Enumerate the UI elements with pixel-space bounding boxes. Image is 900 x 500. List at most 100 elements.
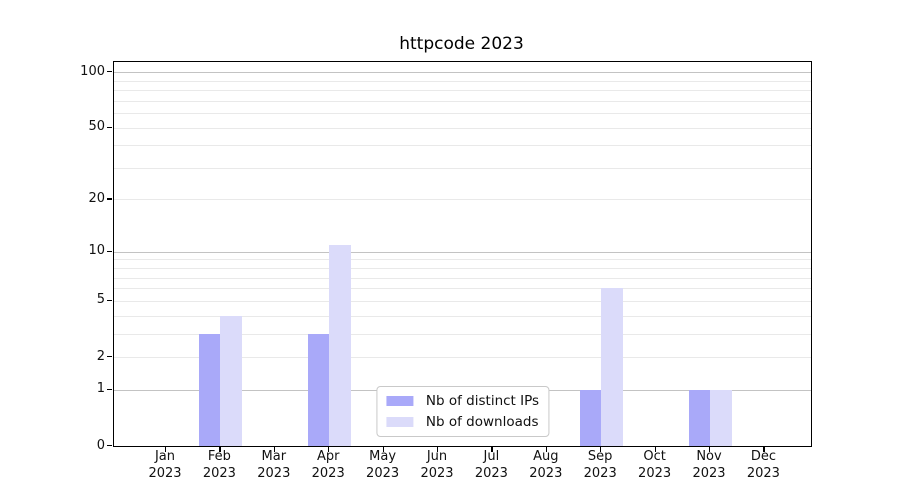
bar-distinct-ips: [688, 389, 710, 446]
x-tick-label: Jan 2023: [130, 449, 200, 482]
x-axis-tick: [654, 447, 656, 452]
x-axis-tick: [382, 447, 384, 452]
x-tick-year: 2023: [311, 465, 345, 481]
x-axis-tick: [491, 447, 493, 452]
x-tick-month: Jun: [426, 449, 448, 464]
major-gridline: [114, 72, 811, 74]
x-tick-label: May 2023: [348, 449, 418, 482]
bar-downloads: [710, 389, 732, 446]
minor-gridline: [114, 90, 811, 92]
y-axis-tick: [107, 356, 112, 358]
y-axis-tick: [107, 250, 112, 253]
x-tick-label: Dec 2023: [728, 449, 798, 482]
y-tick-label: 20: [88, 190, 105, 206]
x-tick-month: Jul: [483, 449, 500, 464]
y-tick-label: 5: [96, 292, 105, 308]
x-tick-label: Apr 2023: [293, 449, 363, 482]
x-tick-year: 2023: [746, 465, 780, 481]
bar-distinct-ips: [307, 333, 330, 446]
y-tick-label: 1: [96, 381, 105, 397]
x-axis-tick: [545, 447, 548, 452]
bar-downloads: [329, 244, 351, 446]
legend-item-downloads: Nb of downloads: [385, 414, 539, 430]
x-tick-label: Oct 2023: [620, 449, 690, 482]
legend-swatch-distinct-ips: [385, 396, 413, 406]
x-tick-month: Nov: [696, 449, 722, 464]
x-tick-month: Dec: [750, 449, 776, 464]
legend-swatch-downloads: [385, 417, 413, 427]
plot-area: Nb of distinct IPs Nb of downloads: [113, 61, 812, 447]
x-tick-label: Aug 2023: [511, 449, 581, 482]
x-tick-year: 2023: [257, 465, 291, 481]
y-axis-tick: [107, 198, 112, 200]
bar-distinct-ips: [198, 333, 221, 446]
legend-label-distinct-ips: Nb of distinct IPs: [425, 393, 540, 409]
y-axis-tick: [107, 445, 112, 447]
y-axis-tick: [107, 126, 112, 128]
bar-downloads: [601, 288, 623, 446]
y-tick-label: 0: [96, 437, 105, 453]
x-tick-year: 2023: [583, 465, 617, 481]
x-tick-month: Aug: [533, 449, 559, 464]
x-tick-year: 2023: [420, 465, 454, 481]
minor-gridline: [114, 268, 811, 270]
minor-gridline: [114, 357, 811, 358]
x-tick-year: 2023: [474, 465, 508, 481]
x-tick-month: Feb: [207, 449, 231, 464]
x-tick-label: Jul 2023: [456, 449, 526, 482]
y-axis-tick: [107, 388, 112, 391]
chart-title: httpcode 2023: [399, 34, 524, 54]
minor-gridline: [114, 100, 811, 102]
x-tick-month: Oct: [643, 449, 666, 464]
legend: Nb of distinct IPs Nb of downloads: [375, 386, 550, 437]
x-tick-year: 2023: [692, 465, 726, 481]
minor-gridline: [114, 315, 811, 317]
major-gridline: [114, 251, 811, 253]
minor-gridline: [114, 113, 811, 114]
x-tick-year: 2023: [148, 465, 182, 481]
x-tick-label: Feb 2023: [184, 449, 254, 482]
x-axis-tick: [709, 447, 711, 452]
x-tick-month: Mar: [261, 449, 287, 464]
x-tick-label: Nov 2023: [674, 449, 744, 482]
y-tick-label: 50: [88, 119, 105, 134]
x-tick-month: May: [369, 449, 397, 464]
minor-gridline: [114, 288, 811, 290]
x-axis-tick: [600, 447, 602, 452]
minor-gridline: [114, 259, 811, 261]
y-tick-label: 100: [80, 63, 105, 79]
legend-item-distinct-ips: Nb of distinct IPs: [385, 393, 540, 409]
x-axis-tick: [437, 447, 439, 452]
y-tick-label: 10: [88, 243, 105, 259]
legend-label-downloads: Nb of downloads: [425, 414, 539, 430]
x-tick-month: Apr: [316, 449, 340, 464]
x-tick-month: Jan: [154, 449, 176, 464]
bar-distinct-ips: [579, 389, 602, 446]
y-axis-tick: [107, 299, 112, 302]
x-tick-label: Jun 2023: [402, 449, 472, 482]
x-tick-month: Sep: [587, 449, 613, 464]
y-axis-tick: [107, 71, 112, 73]
bar-downloads: [220, 315, 242, 446]
minor-gridline: [114, 199, 811, 201]
x-axis-tick: [273, 447, 276, 452]
minor-gridline: [114, 300, 811, 302]
y-tick-label: 2: [96, 348, 105, 364]
minor-gridline: [114, 277, 811, 279]
minor-gridline: [114, 333, 811, 335]
x-axis-tick: [165, 447, 167, 452]
x-tick-year: 2023: [638, 465, 672, 481]
x-tick-label: Mar 2023: [239, 449, 309, 482]
minor-gridline: [114, 127, 811, 129]
x-tick-year: 2023: [529, 465, 563, 481]
x-tick-year: 2023: [202, 465, 236, 481]
minor-gridline: [114, 145, 811, 147]
x-axis-tick: [328, 447, 330, 452]
x-axis-tick: [763, 447, 765, 452]
x-tick-label: Sep 2023: [565, 449, 635, 482]
x-tick-year: 2023: [366, 465, 400, 481]
x-axis-tick: [219, 447, 221, 452]
minor-gridline: [114, 167, 811, 169]
minor-gridline: [114, 80, 811, 82]
